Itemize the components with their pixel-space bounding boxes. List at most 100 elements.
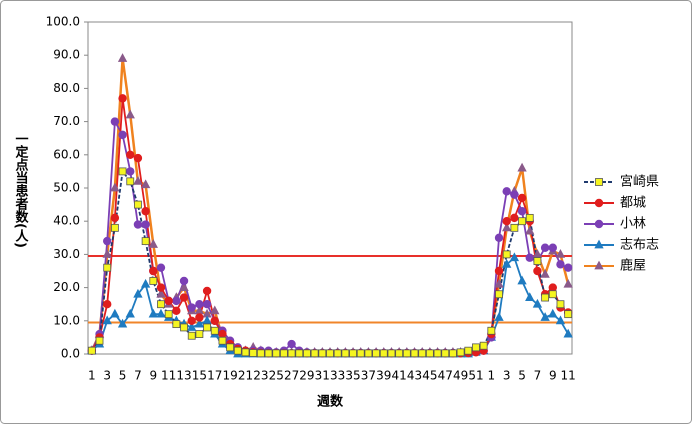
marker xyxy=(210,326,219,335)
marker xyxy=(126,150,135,159)
marker xyxy=(495,290,503,299)
marker xyxy=(141,220,150,229)
x-tick-label: 41 xyxy=(392,369,407,383)
marker xyxy=(256,349,265,358)
marker xyxy=(172,306,181,316)
y-tick-label: 50.0 xyxy=(53,181,80,195)
marker xyxy=(187,303,196,312)
marker xyxy=(494,233,504,242)
x-tick-label: 37 xyxy=(361,369,376,383)
marker xyxy=(563,278,573,288)
legend-marker xyxy=(595,178,603,186)
marker xyxy=(133,288,143,298)
marker xyxy=(556,260,565,269)
marker xyxy=(194,318,205,328)
marker xyxy=(502,187,511,196)
marker xyxy=(410,349,419,358)
marker xyxy=(395,349,404,358)
marker xyxy=(502,259,512,268)
marker xyxy=(510,223,519,232)
marker xyxy=(195,330,204,338)
marker xyxy=(172,320,181,329)
marker xyxy=(110,308,120,318)
marker xyxy=(548,243,557,252)
marker xyxy=(141,237,150,246)
marker xyxy=(156,263,166,272)
marker xyxy=(179,282,189,291)
marker xyxy=(241,348,250,357)
marker xyxy=(164,296,173,306)
x-tick-label: 11 xyxy=(161,369,176,383)
marker xyxy=(187,331,196,340)
x-tick-label: 39 xyxy=(376,369,391,383)
legend-marker xyxy=(594,198,604,208)
x-tick-label: 51 xyxy=(468,369,483,383)
marker xyxy=(540,268,550,278)
x-tick-label: 5 xyxy=(518,369,526,383)
marker xyxy=(148,308,158,318)
marker xyxy=(180,323,188,332)
x-tick-label: 3 xyxy=(103,369,111,383)
marker xyxy=(149,266,158,276)
marker xyxy=(494,312,504,321)
x-tick-label: 19 xyxy=(222,369,237,383)
marker xyxy=(556,300,565,309)
marker xyxy=(387,349,396,358)
marker xyxy=(548,308,558,318)
legend-label: 小林 xyxy=(620,217,646,232)
x-tick-label: 5 xyxy=(119,369,127,383)
marker xyxy=(540,243,550,252)
marker xyxy=(226,343,235,352)
marker xyxy=(210,305,220,315)
marker xyxy=(494,278,504,288)
marker xyxy=(541,293,550,302)
marker xyxy=(533,257,542,265)
marker xyxy=(134,200,142,209)
x-tick-label: 15 xyxy=(192,369,207,383)
marker xyxy=(518,217,526,226)
marker xyxy=(149,277,158,285)
marker xyxy=(326,349,334,358)
marker xyxy=(287,349,296,358)
legend-label: 鹿屋 xyxy=(620,258,646,274)
marker xyxy=(118,167,127,176)
legend-label: 宮崎県 xyxy=(620,174,659,190)
legend-marker xyxy=(594,239,604,249)
marker xyxy=(117,318,128,328)
marker xyxy=(110,117,120,126)
x-tick-label: 7 xyxy=(534,369,542,383)
marker xyxy=(110,182,120,192)
marker xyxy=(110,223,119,232)
marker xyxy=(272,349,281,358)
marker xyxy=(479,341,488,350)
x-tick-label: 49 xyxy=(453,369,468,383)
marker xyxy=(517,275,527,285)
marker xyxy=(456,348,465,357)
marker xyxy=(502,222,512,232)
x-tick-label: 33 xyxy=(330,369,345,383)
marker xyxy=(564,310,573,319)
marker xyxy=(157,300,165,309)
y-tick-label: 60.0 xyxy=(53,147,80,161)
marker xyxy=(110,213,120,223)
y-tick-label: 90.0 xyxy=(53,48,80,62)
x-tick-label: 23 xyxy=(253,369,268,383)
y-tick-label: 70.0 xyxy=(53,114,80,128)
marker xyxy=(509,252,520,262)
marker xyxy=(133,176,143,185)
marker xyxy=(517,162,527,172)
marker xyxy=(494,266,504,276)
x-tick-label: 43 xyxy=(407,369,422,383)
marker xyxy=(87,346,96,355)
marker xyxy=(364,349,373,358)
marker xyxy=(218,336,227,345)
marker xyxy=(563,328,573,338)
marker xyxy=(118,130,127,140)
marker xyxy=(372,349,380,358)
marker xyxy=(103,300,112,309)
y-tick-label: 30.0 xyxy=(53,247,80,261)
x-tick-label: 35 xyxy=(345,369,360,383)
marker xyxy=(102,315,112,325)
legend-label: 都城 xyxy=(620,196,646,211)
